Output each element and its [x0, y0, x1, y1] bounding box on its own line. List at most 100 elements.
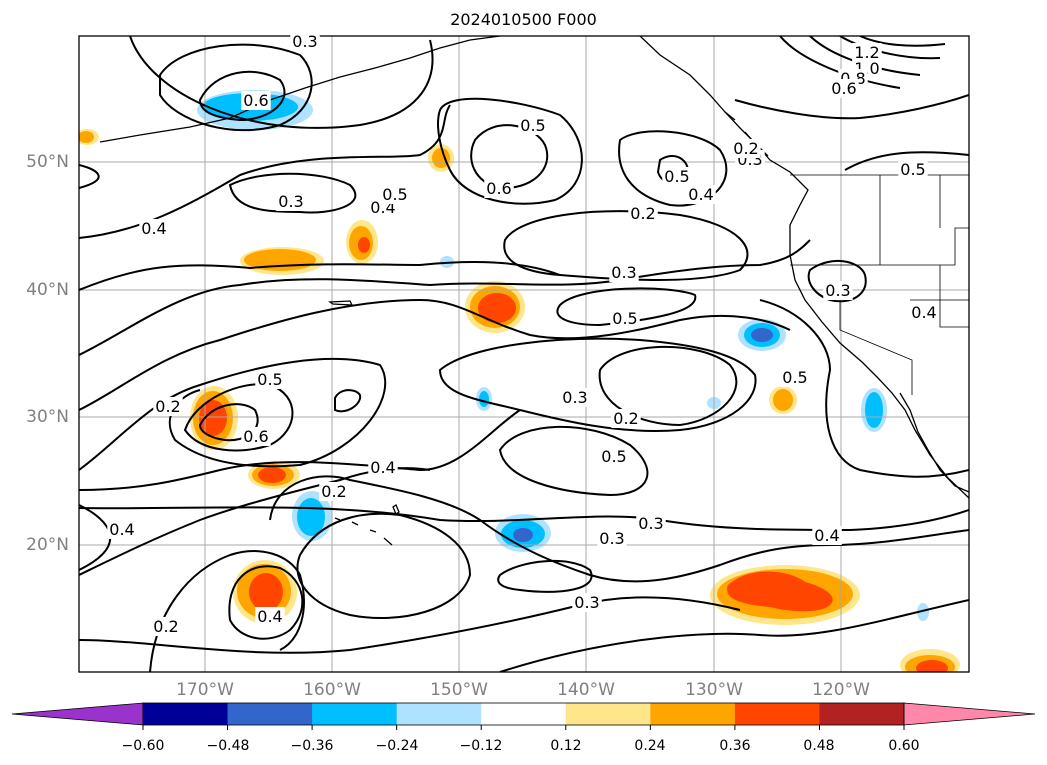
- colorbar-segment: [227, 703, 313, 725]
- colorbar-tick-label: −0.12: [459, 738, 503, 754]
- colorbar-tick-label: 0.48: [803, 738, 835, 754]
- colorbar-segment: [734, 703, 820, 725]
- contour-label: 0.3: [611, 263, 636, 282]
- colorbar-segment: [481, 703, 567, 725]
- contour-label-halo: [560, 388, 590, 407]
- contour-label-halo: [731, 139, 761, 158]
- contour-label: 0.2: [613, 409, 638, 428]
- contour-label-halo: [572, 593, 602, 612]
- lon-label-160w: 160°W: [303, 680, 361, 700]
- shade-blue: [479, 391, 489, 407]
- lon-label-120w: 120°W: [812, 680, 870, 700]
- contour-label-halo: [151, 617, 181, 636]
- colorbar-tick-label: −0.60: [121, 738, 165, 754]
- shade-orange-mid: [79, 131, 94, 143]
- contour-label: 0.3: [638, 514, 663, 533]
- colorbar-segment: [143, 703, 229, 725]
- contour-label: 0.4: [814, 526, 839, 545]
- contour-label: 0.2: [155, 397, 180, 416]
- lat-label-30n: 30°N: [26, 407, 69, 427]
- shade-blue-light: [917, 603, 929, 621]
- contour-label-halo: [255, 607, 285, 626]
- contour-label: 0.3: [278, 192, 303, 211]
- shade-red: [727, 571, 833, 612]
- colorbar-segment: [312, 703, 398, 725]
- contour-label-halo: [518, 116, 548, 135]
- contour-label-halo: [153, 397, 183, 416]
- shade-red: [358, 237, 370, 253]
- contour-label-halo: [823, 281, 853, 300]
- contour-label-halo: [241, 91, 271, 110]
- colorbar-extend-max: [903, 702, 1036, 726]
- lon-label-140w: 140°W: [557, 680, 615, 700]
- contour-label-halo: [909, 303, 939, 322]
- colorbar-segment: [396, 703, 482, 725]
- contour-label-halo: [241, 427, 271, 446]
- contour-label-halo: [255, 370, 285, 389]
- contour-label-halo: [662, 167, 692, 186]
- contour-label-halo: [898, 160, 928, 179]
- contour-label: 0.5: [257, 370, 282, 389]
- colorbar-segments: [143, 703, 905, 725]
- colorbar-segment: [565, 703, 651, 725]
- colorbar: [11, 702, 1036, 730]
- contour-label-halo: [611, 409, 641, 428]
- lon-label-130w: 130°W: [685, 680, 743, 700]
- contour-label: 1.2: [854, 43, 879, 62]
- contour-label: 0.2: [153, 617, 178, 636]
- contour-label: 0.5: [601, 447, 626, 466]
- contour-label: 0.5: [520, 116, 545, 135]
- contour-label: 0.6: [243, 91, 268, 110]
- contour-label: 0.3: [292, 32, 317, 51]
- contour-label-halo: [368, 458, 398, 477]
- contour-label-halo: [107, 520, 137, 539]
- contour-labels: 1.2 1.0 0.8 0.6 0.6 0.5 0.6 0.5 0.4 0.3 …: [107, 32, 939, 636]
- lon-label-170w: 170°W: [176, 680, 234, 700]
- political-borders: [790, 174, 969, 395]
- contour-label: 0.5: [664, 167, 689, 186]
- contour-label: 0.5: [612, 309, 637, 328]
- colorbar-tick-label: 0.12: [550, 738, 582, 754]
- contour-label: 0.2: [733, 139, 758, 158]
- colorbar-frame: [142, 702, 905, 726]
- shade-red: [199, 400, 227, 436]
- contour-label: 0.4: [911, 303, 936, 322]
- contour-label: 0.4: [688, 185, 713, 204]
- contour-label: 0.2: [321, 482, 346, 501]
- contour-label: 0.3: [599, 529, 624, 548]
- shade-red: [916, 660, 948, 672]
- contour-label: 0.6: [486, 179, 511, 198]
- contour-label: 0.4: [257, 607, 282, 626]
- contour-label: 0.5: [782, 368, 807, 387]
- shade-red: [478, 293, 516, 323]
- contour-label: 0.5: [900, 160, 925, 179]
- contour-label-halo: [599, 447, 629, 466]
- contour-label-halo: [276, 192, 306, 211]
- contour-label-halo: [609, 263, 639, 282]
- contour-label: 0.3: [562, 388, 587, 407]
- colorbar-tick-label: −0.24: [375, 738, 419, 754]
- contour-label: 0.6: [243, 427, 268, 446]
- shade-red: [249, 573, 283, 611]
- contour-label: 0.3: [574, 593, 599, 612]
- colorbar-segment: [819, 703, 905, 725]
- contour-label: 0.3: [825, 281, 850, 300]
- contour-label-halo: [686, 185, 716, 204]
- contour-label: 0.2: [630, 204, 655, 223]
- shade-blue: [865, 392, 883, 428]
- contour-label: 0.6: [831, 79, 856, 98]
- contour-label: 0.4: [109, 520, 134, 539]
- contour-label-halo: [597, 529, 627, 548]
- contour-label-halo: [610, 309, 640, 328]
- contour-label-halo: [636, 514, 666, 533]
- contour-label-halo: [290, 32, 320, 51]
- shaded-anomalies: [79, 90, 960, 672]
- contour-label-halo: [628, 204, 658, 223]
- shade-orange-mid: [773, 389, 793, 411]
- lat-label-50n: 50°N: [26, 152, 69, 172]
- contour-label-halo: [780, 368, 810, 387]
- contour-label: 0.5: [382, 185, 407, 204]
- contour-label-halo: [852, 43, 882, 62]
- contour-label-halo: [380, 185, 410, 204]
